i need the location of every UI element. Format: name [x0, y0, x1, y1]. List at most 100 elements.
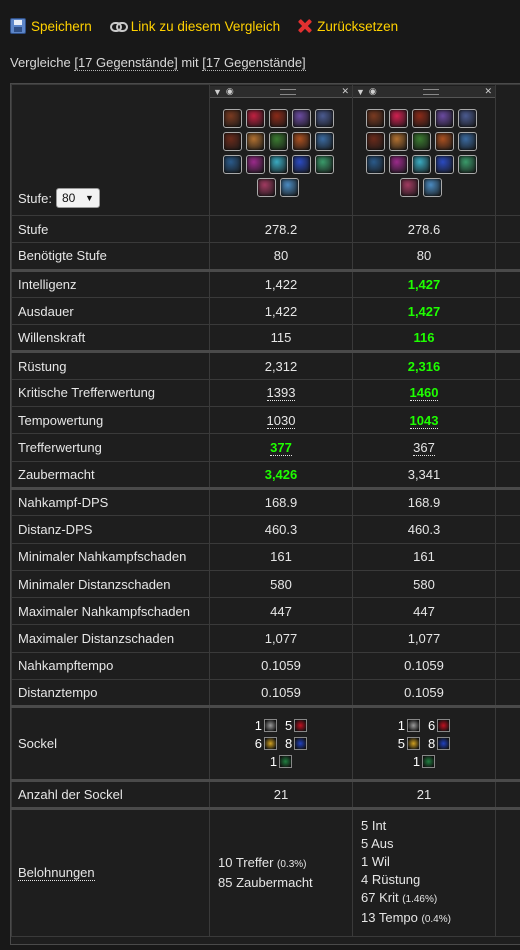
empty-cell	[495, 486, 520, 517]
item-icon[interactable]	[245, 109, 265, 128]
stat-row: Maximaler Distanzschaden 1,077 1,077	[11, 624, 520, 653]
reward-text: 85 Zaubermacht	[218, 874, 313, 890]
stat-label: Zaubermacht	[11, 460, 210, 489]
item-icon[interactable]	[268, 109, 288, 128]
item-icon[interactable]	[365, 155, 385, 174]
item-icon[interactable]	[291, 109, 311, 128]
stat-row: Benötigte Stufe 80 80	[11, 242, 520, 271]
item-icon[interactable]	[434, 155, 454, 174]
item-icon[interactable]	[388, 109, 408, 128]
reset-button[interactable]: Zurücksetzen	[298, 19, 398, 34]
stat-value-b: 0.1059	[352, 679, 496, 708]
stat-value: 580	[413, 576, 435, 592]
chain-link-icon	[109, 21, 128, 32]
item-icon[interactable]	[365, 132, 385, 151]
item-icon[interactable]	[280, 178, 299, 197]
item-icon[interactable]	[314, 109, 334, 128]
item-icon[interactable]	[365, 109, 385, 128]
stat-value: 0.1059	[404, 658, 444, 674]
dropdown-arrow-icon[interactable]: ▼	[356, 86, 365, 97]
item-icon[interactable]	[222, 155, 242, 174]
item-icon[interactable]	[457, 155, 477, 174]
floppy-disk-icon	[10, 18, 26, 34]
socket-gem-icon	[264, 719, 277, 733]
item-icon[interactable]	[291, 132, 311, 151]
stat-row: Minimaler Nahkampfschaden 161 161	[11, 542, 520, 571]
socket-count: 5	[397, 736, 405, 752]
socket-count-label: Anzahl der Sockel	[11, 779, 210, 809]
stat-value-a: 2,312	[209, 350, 353, 380]
stat-value: 1030	[266, 412, 296, 429]
item-icon[interactable]	[388, 132, 408, 151]
item-icon[interactable]	[314, 155, 334, 174]
compare-set-left-link[interactable]: [17 Gegenstände]	[74, 55, 178, 71]
item-icon[interactable]	[245, 132, 265, 151]
item-icon[interactable]	[245, 155, 265, 174]
item-icon[interactable]	[222, 132, 242, 151]
level-select-value: 80	[61, 191, 76, 205]
save-button[interactable]: Speichern	[10, 18, 92, 34]
empty-cell	[495, 268, 520, 298]
stat-value-b: 278.6	[352, 214, 496, 244]
compare-prefix: Vergleiche	[10, 55, 71, 70]
stat-label: Minimaler Nahkampfschaden	[11, 542, 210, 571]
item-icon[interactable]	[434, 132, 454, 151]
stat-value-b: 1043	[352, 406, 496, 435]
socket-entry: 1	[255, 718, 277, 733]
item-icon[interactable]	[423, 178, 442, 197]
socket-gem-icon	[407, 737, 420, 751]
stat-value: 460.3	[407, 521, 441, 537]
drag-handle[interactable]	[279, 88, 296, 95]
item-icon[interactable]	[457, 109, 477, 128]
stat-value: 1,427	[407, 276, 441, 292]
dropdown-arrow-icon[interactable]: ▼	[213, 86, 222, 97]
stat-row: Nahkampf-DPS 168.9 168.9	[11, 486, 520, 517]
comparison-table: Stufe: 80 ▼ ▼ ◉	[10, 83, 520, 945]
item-icon[interactable]	[411, 109, 431, 128]
item-set-b-toolbar: ▼ ◉ ✕	[353, 86, 495, 98]
item-icon[interactable]	[222, 109, 242, 128]
item-icon[interactable]	[457, 132, 477, 151]
close-icon[interactable]: ✕	[341, 86, 349, 96]
socket-entry: 1	[398, 718, 420, 733]
item-icon[interactable]	[400, 178, 419, 197]
stat-value: 1043	[409, 412, 439, 429]
eye-icon[interactable]: ◉	[368, 86, 377, 96]
stat-row: Ausdauer 1,422 1,427	[11, 296, 520, 326]
stat-value-b: 168.9	[352, 486, 496, 517]
socket-gem-icon	[294, 719, 308, 733]
level-label: Stufe:	[18, 190, 52, 206]
item-icon[interactable]	[268, 155, 288, 174]
rewards-a: 10 Treffer (0.3%) 85 Zaubermacht	[209, 806, 353, 937]
eye-icon[interactable]: ◉	[225, 86, 234, 96]
item-icon[interactable]	[434, 109, 454, 128]
close-icon[interactable]: ✕	[484, 86, 492, 96]
empty-cell	[495, 515, 520, 544]
item-icon[interactable]	[411, 155, 431, 174]
item-icon[interactable]	[314, 132, 334, 151]
item-icon[interactable]	[291, 155, 311, 174]
item-icon[interactable]	[257, 178, 276, 197]
item-set-a-toolbar: ▼ ◉ ✕	[210, 86, 352, 98]
level-select[interactable]: 80 ▼	[55, 188, 100, 208]
link-button[interactable]: Link zu diesem Vergleich	[109, 19, 280, 34]
drag-handle[interactable]	[422, 88, 439, 95]
reward-text: 1 Wil	[361, 853, 390, 869]
reward-percent: (1.46%)	[402, 893, 438, 905]
reward-line: 1 Wil	[361, 853, 487, 871]
empty-cell	[495, 350, 520, 380]
socket-count: 1	[412, 754, 421, 770]
item-icon[interactable]	[388, 155, 408, 174]
reward-line: 85 Zaubermacht	[218, 874, 344, 892]
stat-value: 1393	[266, 385, 296, 402]
empty-column	[495, 84, 520, 216]
stat-value: 367	[413, 440, 435, 457]
stat-value: 161	[413, 549, 435, 565]
item-icon[interactable]	[411, 132, 431, 151]
compare-set-right-link[interactable]: [17 Gegenstände]	[202, 55, 306, 71]
stat-row: Distanztempo 0.1059 0.1059	[11, 679, 520, 708]
rewards-label[interactable]: Belohnungen	[18, 865, 95, 882]
item-icon[interactable]	[268, 132, 288, 151]
stat-value: 278.6	[407, 221, 441, 237]
